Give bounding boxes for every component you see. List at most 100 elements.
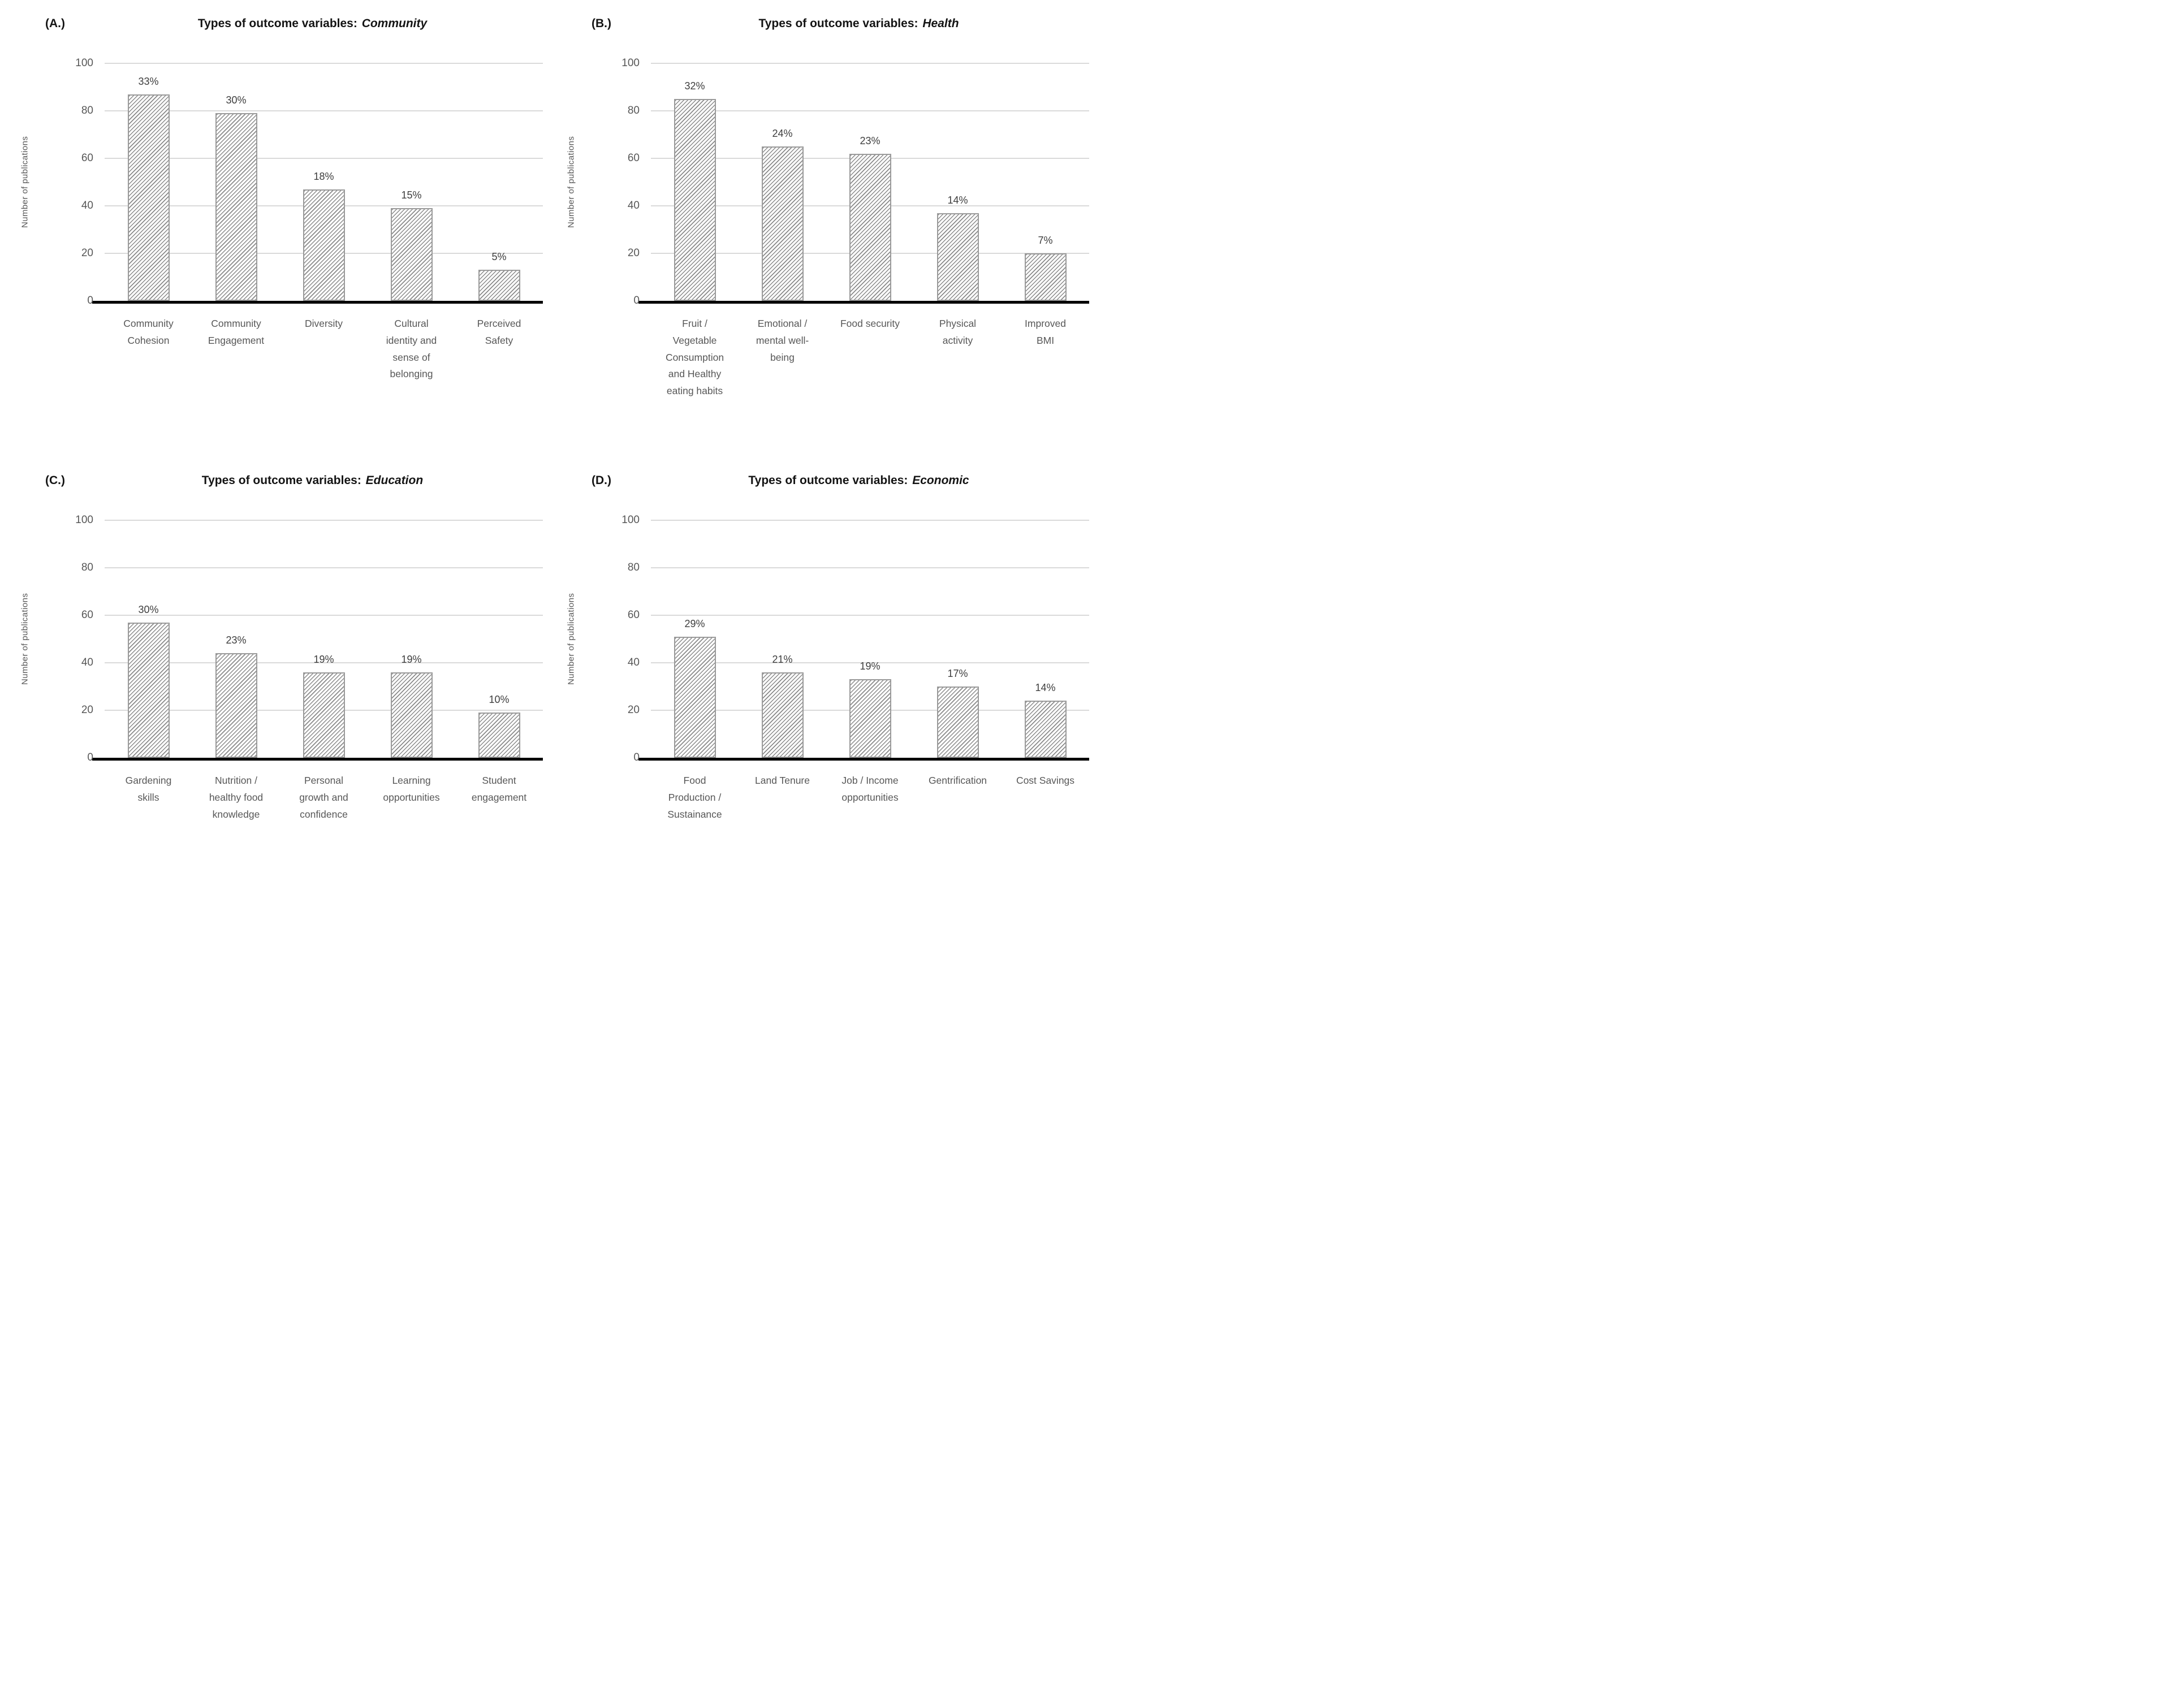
- panel-economic: (D.) Types of outcome variables: Economi…: [546, 467, 1092, 863]
- gridline: [105, 662, 543, 663]
- panel-title: Types of outcome variables: Economic: [631, 474, 1086, 487]
- y-tick-label: 40: [627, 200, 640, 211]
- bar-emotional: [761, 146, 804, 301]
- bar-value-label: 29%: [684, 618, 705, 629]
- y-tick-label: 80: [627, 562, 640, 573]
- gridline: [105, 567, 543, 568]
- x-axis-line: [638, 758, 1089, 761]
- y-tick-label: 100: [621, 57, 640, 69]
- bar-value-label: 23%: [226, 634, 247, 646]
- y-axis-title: Number of publications: [20, 593, 30, 685]
- y-tick-label: 0: [633, 295, 640, 306]
- x-tick-label: Student engagement: [471, 775, 527, 803]
- bar-value-label: 15%: [401, 189, 422, 201]
- gridline: [651, 567, 1089, 568]
- x-tick-label: Physical activity: [939, 318, 977, 346]
- panel-education: (C.) Types of outcome variables: Educati…: [0, 467, 546, 863]
- x-tick-label: Improved BMI: [1025, 318, 1066, 346]
- y-axis-title: Number of publications: [20, 136, 30, 228]
- y-tick-label: 20: [627, 247, 640, 259]
- panel-title: Types of outcome variables: Education: [85, 474, 540, 487]
- y-tick-label: 20: [81, 247, 93, 259]
- x-tick-label: Gentrification: [928, 775, 987, 786]
- panel-letter: (C.): [45, 474, 65, 487]
- panel-letter: (A.): [45, 17, 65, 30]
- gridline: [651, 110, 1089, 111]
- y-tick-label: 0: [633, 752, 640, 763]
- x-tick-label: Learning opportunities: [383, 775, 440, 803]
- x-tick-label: Personal growth and confidence: [299, 775, 348, 820]
- x-tick-label: Emotional / mental well- being: [756, 318, 809, 363]
- gridline: [651, 662, 1089, 663]
- gridline: [105, 615, 543, 616]
- x-tick-label: Gardening skills: [125, 775, 172, 803]
- y-tick-label: 80: [627, 105, 640, 116]
- y-axis-title: Number of publications: [566, 593, 576, 685]
- bar-value-label: 19%: [401, 653, 422, 665]
- panel-letter: (B.): [592, 17, 611, 30]
- bar-value-label: 30%: [226, 94, 247, 106]
- bar-value-label: 14%: [947, 194, 968, 206]
- bar-food: [674, 636, 716, 758]
- panel-title-category: Community: [361, 17, 428, 30]
- x-tick-label: Community Cohesion: [123, 318, 174, 346]
- y-tick-label: 0: [87, 295, 93, 306]
- x-axis-line: [638, 301, 1089, 304]
- y-tick-label: 60: [627, 152, 640, 164]
- y-tick-label: 20: [81, 704, 93, 716]
- bar-perceived: [478, 270, 520, 301]
- bar-land-tenure: [761, 672, 804, 758]
- bar-gentrification: [936, 687, 979, 758]
- figure-four-panel-bar-charts: (A.) Types of outcome variables: Communi…: [0, 0, 1092, 844]
- bar-value-label: 19%: [860, 660, 880, 672]
- x-tick-label: Community Engagement: [208, 318, 265, 346]
- bar-value-label: 18%: [313, 170, 334, 182]
- panel-health: (B.) Types of outcome variables: Health …: [546, 10, 1092, 406]
- y-tick-label: 0: [87, 752, 93, 763]
- gridline: [105, 158, 543, 159]
- bar-job-income: [849, 679, 891, 758]
- bar-value-label: 30%: [138, 603, 159, 615]
- x-axis-line: [92, 301, 543, 304]
- bar-community: [215, 113, 257, 301]
- panel-title-category: Economic: [912, 474, 969, 487]
- bar-cost-savings: [1024, 701, 1067, 758]
- y-axis-title: Number of publications: [566, 136, 576, 228]
- panel-title-prefix: Types of outcome variables:: [197, 17, 357, 30]
- x-tick-label: Diversity: [304, 318, 343, 329]
- bar-value-label: 17%: [947, 668, 968, 679]
- x-axis-labels: Food Production / Sustainance Land Tenure…: [651, 772, 1089, 823]
- plot-area: Number of publications 100 80 60 40 20 0 33% 30…: [20, 57, 543, 306]
- x-tick-label: Cultural identity and sense of belonging: [386, 318, 437, 380]
- panel-letter: (D.): [592, 474, 611, 487]
- panel-title: Types of outcome variables: Community: [85, 17, 540, 31]
- bar-gardening: [127, 622, 170, 758]
- bar-value-label: 32%: [684, 80, 705, 92]
- bar-food-security: [849, 153, 891, 301]
- bar-nutrition: [215, 653, 257, 758]
- bar-diversity: [303, 189, 345, 301]
- bar-value-label: 14%: [1035, 682, 1056, 694]
- bar-value-label: 33%: [138, 75, 159, 87]
- bar-cultural: [390, 208, 433, 301]
- y-tick-label: 60: [81, 152, 93, 164]
- bar-value-label: 5%: [491, 251, 507, 263]
- x-tick-label: Job / Income opportunities: [841, 775, 899, 803]
- gridline: [651, 520, 1089, 521]
- gridline: [105, 63, 543, 64]
- bar-learning: [390, 672, 433, 758]
- bar-value-label: 7%: [1038, 235, 1053, 246]
- y-tick-label: 40: [627, 657, 640, 668]
- y-tick-label: 100: [621, 514, 640, 526]
- bar-value-label: 10%: [489, 694, 510, 706]
- panel-community: (A.) Types of outcome variables: Communi…: [0, 10, 546, 406]
- y-tick-label: 80: [81, 562, 93, 573]
- x-tick-label: Fruit / Vegetable Consumption and Health…: [665, 318, 724, 396]
- plot-area: Number of publications 100 80 60 40 20 0 29% 21…: [567, 514, 1089, 763]
- x-axis-labels: Gardening skills Nutrition / healthy food…: [105, 772, 543, 823]
- bar-physical: [936, 213, 979, 301]
- panel-title-prefix: Types of outcome variables:: [758, 17, 918, 30]
- x-tick-label: Perceived Safety: [477, 318, 521, 346]
- x-tick-label: Land Tenure: [755, 775, 810, 786]
- y-tick-label: 20: [627, 704, 640, 716]
